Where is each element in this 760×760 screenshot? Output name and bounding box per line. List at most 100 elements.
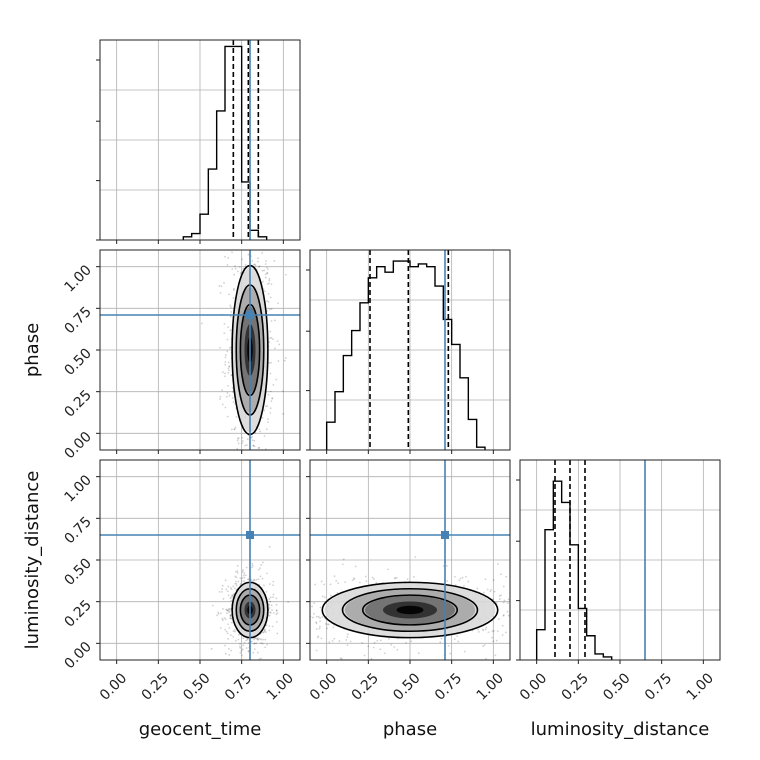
sample-point <box>256 651 259 654</box>
joint-panel-phase-luminosity_distance <box>281 459 564 661</box>
sample-point <box>246 638 249 641</box>
sample-point <box>266 266 268 269</box>
sample-point <box>257 260 259 263</box>
x-tick-label: 0.25 <box>349 670 382 703</box>
sample-point <box>230 599 233 602</box>
sample-point <box>269 611 272 614</box>
sample-point <box>492 640 495 643</box>
sample-point <box>502 601 505 604</box>
sample-point <box>242 637 245 640</box>
sample-point <box>230 480 232 482</box>
sample-point <box>256 638 259 641</box>
sample-point <box>258 265 260 268</box>
sample-point <box>447 644 450 647</box>
sample-point <box>231 594 233 597</box>
sample-point <box>497 563 499 566</box>
sample-point <box>229 587 232 589</box>
sample-point <box>225 588 228 591</box>
sample-point <box>365 580 368 582</box>
sample-point <box>230 588 233 591</box>
sample-point <box>482 645 485 648</box>
sample-point <box>263 269 266 272</box>
sample-point <box>264 276 267 279</box>
y-axis-label-phase: phase <box>22 323 43 377</box>
sample-point <box>253 648 256 651</box>
sample-point <box>248 206 250 208</box>
sample-point <box>526 590 528 592</box>
sample-point <box>247 650 250 653</box>
sample-point <box>353 578 355 580</box>
y-tick-label: 1.00 <box>61 262 94 295</box>
sample-point <box>344 581 347 584</box>
sample-point <box>219 346 221 349</box>
sample-point <box>224 375 226 378</box>
sample-point <box>491 636 494 639</box>
sample-point <box>502 614 505 616</box>
sample-point <box>264 405 267 408</box>
sample-point <box>240 271 242 274</box>
sample-point <box>230 596 233 599</box>
sample-point <box>313 612 315 615</box>
sample-point <box>347 633 349 636</box>
sample-point <box>314 583 316 586</box>
truth-marker <box>441 531 449 539</box>
sample-point <box>270 308 273 310</box>
sample-point <box>232 585 235 588</box>
sample-point <box>230 613 232 616</box>
sample-point <box>324 622 327 625</box>
sample-point <box>358 581 361 584</box>
x-tick-label: 1.00 <box>264 670 297 703</box>
sample-point <box>376 639 379 642</box>
sample-point <box>236 564 239 567</box>
sample-point <box>291 575 293 577</box>
x-tick-label: 0.50 <box>180 670 213 703</box>
sample-point <box>221 588 223 591</box>
sample-point <box>379 648 382 651</box>
sample-point <box>232 297 235 299</box>
sample-point <box>229 315 232 318</box>
sample-point <box>349 640 352 643</box>
sample-point <box>235 584 238 587</box>
sample-point <box>361 641 363 644</box>
sample-point <box>243 576 246 579</box>
sample-point <box>222 597 225 600</box>
sample-point <box>230 621 233 624</box>
sample-point <box>282 412 285 415</box>
sample-point <box>221 591 224 593</box>
sample-point <box>237 437 239 440</box>
sample-point <box>252 247 254 249</box>
histogram-geocent_time <box>182 45 268 240</box>
sample-point <box>458 579 461 582</box>
sample-point <box>220 285 223 288</box>
sample-point <box>514 594 516 596</box>
y-tick-label: 0.00 <box>61 639 94 672</box>
sample-point <box>277 302 279 305</box>
joint-panel-content <box>100 460 300 660</box>
sample-point <box>367 645 370 648</box>
sample-point <box>261 577 264 580</box>
sample-point <box>320 580 323 583</box>
sample-point <box>268 625 271 627</box>
sample-point <box>281 603 283 605</box>
sample-point <box>224 255 226 258</box>
sample-point <box>263 630 266 632</box>
sample-point <box>252 651 255 654</box>
sample-point <box>230 428 233 431</box>
sample-point <box>226 350 229 353</box>
sample-point <box>232 391 234 393</box>
sample-point <box>227 361 230 364</box>
sample-point <box>211 604 214 607</box>
sample-point <box>226 590 229 593</box>
sample-point <box>275 237 277 239</box>
sample-point <box>317 615 320 618</box>
sample-point <box>244 263 247 266</box>
sample-point <box>257 568 260 571</box>
sample-point <box>231 386 234 389</box>
sample-point <box>525 608 527 610</box>
sample-point <box>224 455 226 457</box>
sample-point <box>511 636 513 638</box>
sample-point <box>562 603 564 605</box>
sample-point <box>288 603 290 605</box>
y-tick-label: 0.50 <box>61 346 94 379</box>
joint-panel-geocent_time-luminosity_distance <box>99 459 301 661</box>
